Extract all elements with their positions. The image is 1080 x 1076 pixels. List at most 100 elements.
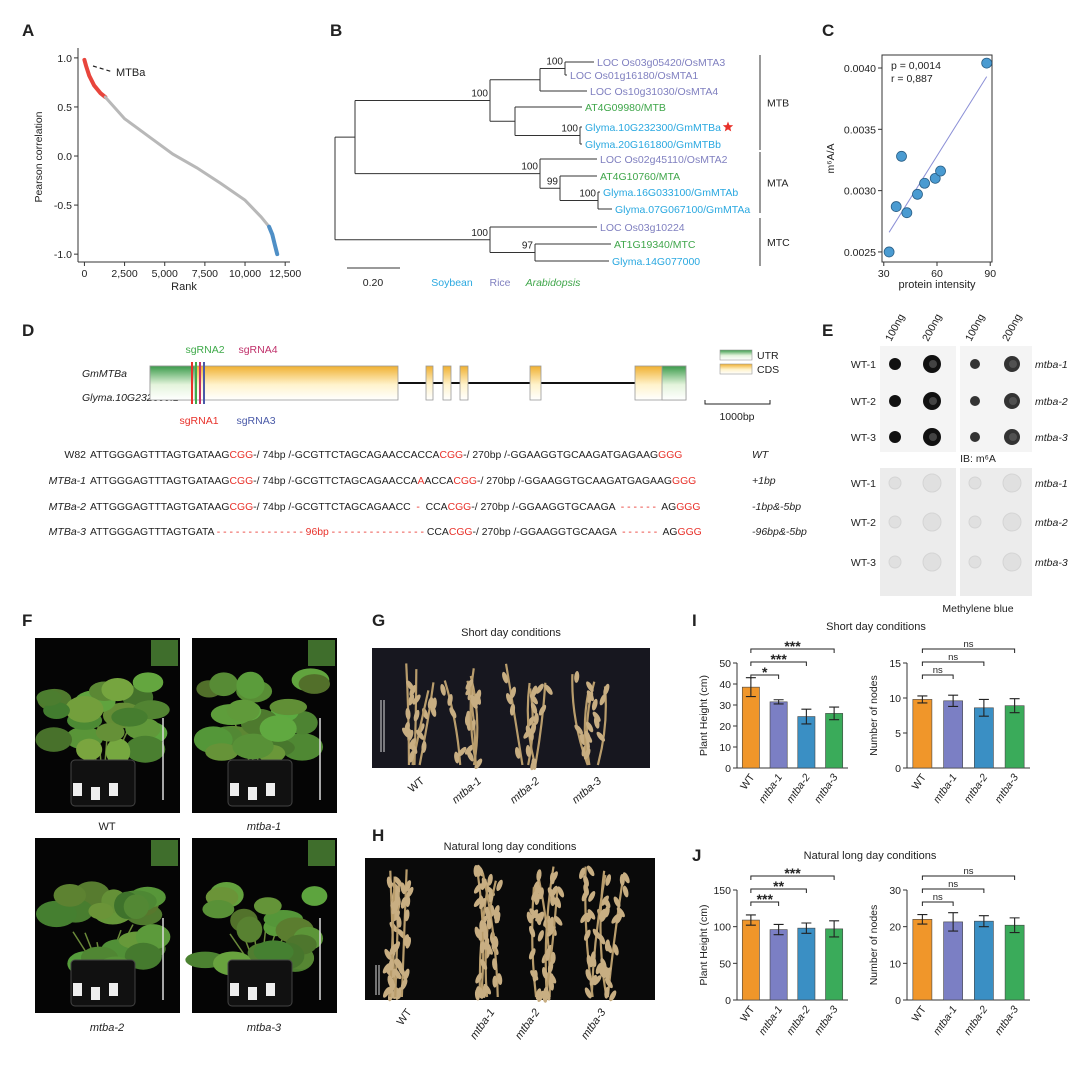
tag: [91, 787, 100, 800]
x-tick-label: 2,500: [111, 268, 137, 280]
pod: [585, 721, 594, 733]
category-label: mtba-2: [784, 1004, 813, 1038]
y-tick-label: 0.0040: [844, 63, 876, 75]
blot-dot: [970, 359, 980, 369]
sequence-segment: CGG: [448, 502, 472, 513]
point: [919, 177, 930, 189]
point: [883, 246, 895, 258]
pod: [404, 909, 410, 922]
photo-label: mtba-1: [468, 1007, 497, 1042]
species-legend: Arabidopsis: [525, 277, 582, 289]
significance-label: **: [773, 878, 784, 894]
pod: [404, 721, 410, 734]
leaf: [132, 672, 164, 693]
photo-label: mtba-1: [450, 775, 484, 806]
category-label: mtba-1: [757, 1004, 786, 1038]
pod: [583, 748, 591, 760]
category-label: WT: [910, 771, 930, 792]
photo-label: mtba-2: [90, 1022, 124, 1034]
pod: [603, 897, 611, 909]
pod: [493, 910, 500, 922]
pod: [538, 887, 544, 900]
blot-dot: [968, 515, 982, 529]
leaf-label: Glyma.20G161800/GmMTBb: [585, 139, 721, 151]
pod: [531, 758, 537, 770]
panel-label: I: [692, 611, 697, 630]
pod: [394, 876, 403, 887]
bar: [825, 713, 844, 769]
sequence: ATTGGGAGTTTAGTGATAAGCGG-/ 74bp /-GCGTTCT…: [90, 450, 682, 461]
pod: [485, 944, 493, 955]
gene-name: GmMTBa: [82, 368, 127, 380]
species-legend: Rice: [489, 277, 510, 289]
point: [890, 201, 902, 212]
sample-label: WT-3: [851, 557, 876, 569]
pod: [405, 936, 412, 949]
pod: [586, 690, 594, 702]
sgrna-label: sgRNA2: [185, 344, 224, 356]
utr: [149, 365, 196, 401]
leaf: [205, 743, 239, 761]
utr: [661, 365, 687, 401]
leaf: [259, 715, 297, 742]
y-tick-label: 10: [889, 958, 901, 970]
significance-bracket: [921, 875, 1016, 880]
y-tick-label: 150: [713, 885, 731, 897]
pod: [603, 683, 610, 696]
photo-label: mtba-3: [579, 1006, 609, 1042]
blot-dot: [1002, 552, 1022, 572]
pod: [400, 882, 406, 895]
sequence-segment: -/ 74bp /-GCGTTCTAGCAGAACCACCA: [253, 450, 439, 461]
annotation: MTBa: [116, 67, 146, 79]
category-label: mtba-1: [757, 772, 786, 806]
sequence-segment: CGG: [453, 476, 477, 487]
pod: [484, 907, 491, 919]
point: [935, 165, 946, 177]
pod: [416, 729, 425, 740]
pod: [596, 731, 606, 742]
pod: [599, 694, 606, 706]
pod: [622, 885, 629, 898]
pod: [427, 696, 434, 709]
blot-dot: [922, 512, 942, 532]
pod: [447, 694, 453, 706]
blot-dot: [888, 555, 902, 569]
pod: [604, 939, 610, 952]
bootstrap-value: 100: [561, 124, 578, 135]
blot-dot-center: [1009, 397, 1017, 405]
y-axis-label: m⁶A/A: [825, 144, 837, 174]
pod: [557, 886, 565, 898]
leaf: [105, 738, 131, 766]
sequence-segment: CGG: [230, 476, 254, 487]
photo-label: mtba-2: [513, 1007, 542, 1042]
category-label: mtba-3: [993, 772, 1022, 806]
significance-bracket: [921, 901, 954, 906]
leaf: [123, 894, 149, 920]
y-axis-label: Plant Height (cm): [698, 675, 710, 756]
significance-bracket: [750, 674, 780, 679]
sample-label: WT-2: [851, 517, 876, 529]
pod: [480, 959, 488, 970]
panel-label: F: [22, 611, 32, 630]
pod: [382, 986, 391, 998]
sequence-segment: - - - - - - - - - - - - - - 96bp - - - -…: [214, 527, 427, 538]
pod: [600, 958, 607, 970]
pod: [574, 724, 583, 735]
y-tick-label: -0.5: [54, 200, 72, 212]
y-axis-label: Number of nodes: [868, 905, 880, 986]
y-tick-label: 30: [889, 885, 901, 897]
x-tick-label: 60: [931, 268, 943, 280]
photo-label: mtba-1: [247, 821, 281, 833]
pod: [622, 872, 630, 884]
pod: [457, 746, 467, 757]
error-bar: [948, 912, 959, 932]
pod: [531, 685, 538, 698]
sample-label: mtba-3: [1035, 432, 1068, 444]
load-label: 100ng: [883, 312, 907, 344]
leaf: [209, 672, 239, 697]
pod: [473, 883, 482, 894]
y-axis-label: Pearson correlation: [33, 111, 45, 202]
sgrna-label: sgRNA3: [236, 415, 275, 427]
tag: [73, 783, 82, 796]
leaf: [35, 900, 77, 928]
